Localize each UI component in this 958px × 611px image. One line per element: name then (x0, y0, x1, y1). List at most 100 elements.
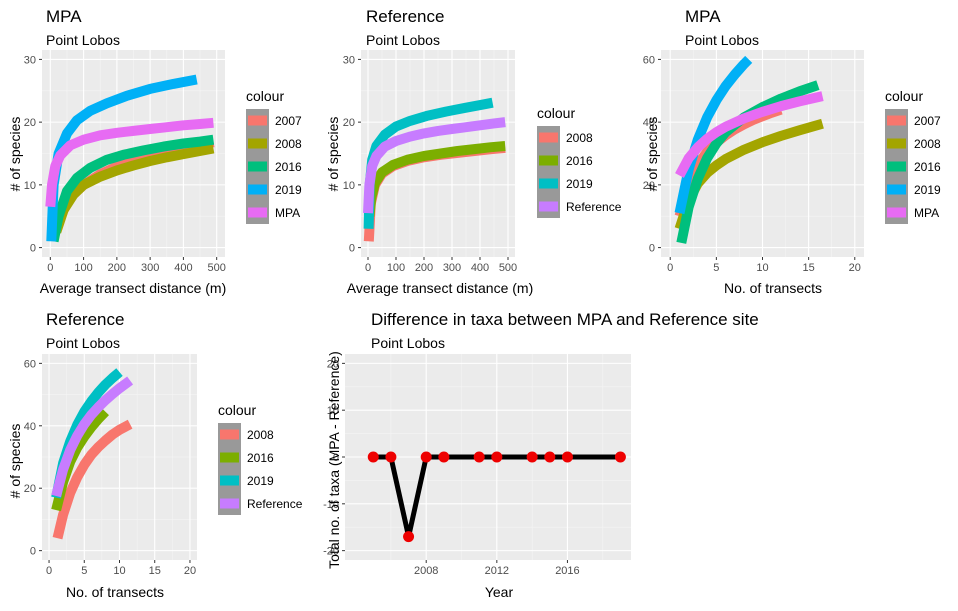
x-tick-label: 2008 (414, 565, 438, 577)
y-tick-label: 20 (343, 117, 355, 129)
legend-label: 2008 (914, 137, 941, 151)
series-line-Reference (363, 117, 506, 214)
legend-label: 2019 (914, 183, 941, 197)
chart-panel-2: 0 100 200 300 400 500 0 10 20 30 Reference Point Lo… (325, 7, 622, 296)
x-tick-label: 5 (713, 262, 719, 274)
legend-label: 2019 (566, 177, 593, 191)
chart-panel-5: 2008 2012 2016 -20 -10 0 10 20 Difference in tax… (323, 310, 759, 600)
series-group (674, 55, 824, 244)
x-axis-title: Year (485, 584, 514, 600)
legend-label: 2016 (914, 160, 941, 174)
chart-subtitle: Point Lobos (371, 335, 445, 351)
chart-subtitle: Point Lobos (685, 32, 759, 48)
legend-title: colour (246, 88, 284, 104)
legend-label: MPA (914, 206, 939, 220)
legend-title: colour (885, 88, 923, 104)
series-line-Reference (51, 376, 134, 498)
x-tick-label: 15 (149, 565, 161, 577)
x-tick-label: 10 (756, 262, 768, 274)
y-axis-title: # of species (7, 424, 23, 499)
legend-label: 2019 (275, 183, 302, 197)
series-line-2008 (51, 143, 215, 234)
y-tick-label: 40 (643, 117, 655, 129)
chart-subtitle: Point Lobos (46, 335, 120, 351)
x-tick-label: 0 (667, 262, 673, 274)
chart-subtitle: Point Lobos (46, 32, 120, 48)
y-tick-label: 10 (327, 405, 339, 417)
x-tick-label: 20 (849, 262, 861, 274)
x-tick-label: 2012 (485, 565, 509, 577)
y-tick-label: 20 (24, 117, 36, 129)
legend-label: 2016 (566, 154, 593, 168)
series-line-2016 (48, 134, 215, 243)
x-tick-label: 0 (47, 262, 53, 274)
x-tick-label: 5 (81, 565, 87, 577)
x-tick-label: 200 (108, 262, 126, 274)
x-tick-label: 300 (443, 262, 461, 274)
y-tick-label: 0 (30, 243, 36, 255)
data-point (438, 451, 450, 463)
x-tick-label: 200 (415, 262, 433, 274)
x-tick-label: 2016 (555, 565, 579, 577)
legend-label: 2016 (247, 451, 274, 465)
legend-title: colour (537, 105, 575, 121)
y-tick-label: 20 (24, 483, 36, 495)
x-tick-label: 400 (174, 262, 192, 274)
y-tick-label: 20 (643, 180, 655, 192)
y-axis-title: Total no. of taxa (MPA - Reference) (326, 351, 342, 569)
legend: colour 2007 2008 2016 2019 MPA (885, 88, 941, 224)
x-tick-label: 20 (184, 565, 196, 577)
x-tick-label: 0 (46, 565, 52, 577)
series-line-MPA (45, 117, 214, 208)
y-tick-label: 20 (327, 358, 339, 370)
legend-label: 2007 (275, 114, 302, 128)
x-tick-label: 500 (208, 262, 226, 274)
data-point (385, 451, 397, 463)
x-tick-label: 100 (74, 262, 92, 274)
y-tick-label: 60 (643, 54, 655, 66)
data-point (544, 451, 556, 463)
legend-label: Reference (247, 497, 303, 511)
chart-subtitle: Point Lobos (366, 32, 440, 48)
legend: colour 2008 2016 2019 Reference (218, 402, 303, 515)
series-group (45, 74, 215, 243)
legend-label: Reference (566, 200, 622, 214)
legend: colour 2008 2016 2019 Reference (537, 105, 622, 218)
legend-label: 2008 (566, 131, 593, 145)
y-tick-label: 10 (24, 180, 36, 192)
chart-title: Difference in taxa between MPA and Refer… (371, 310, 759, 329)
data-point (403, 531, 415, 543)
legend: colour 2007 2008 2016 2019 MPA (246, 88, 302, 224)
data-point (614, 451, 626, 463)
chart-title: MPA (46, 7, 82, 26)
series-group (51, 368, 134, 540)
legend-label: MPA (275, 206, 300, 220)
y-tick-label: 10 (343, 180, 355, 192)
x-tick-label: 300 (141, 262, 159, 274)
y-tick-label: 0 (649, 243, 655, 255)
y-tick-label: 60 (24, 358, 36, 370)
data-point (491, 451, 503, 463)
legend-title: colour (218, 402, 256, 418)
y-axis-title: # of species (325, 117, 341, 192)
series-line-2008 (52, 419, 133, 540)
legend-label: 2016 (275, 160, 302, 174)
x-tick-label: 400 (471, 262, 489, 274)
legend-label: 2008 (275, 137, 302, 151)
chart-panel-1: 0 100 200 300 400 500 0 10 20 30 MPA Point Lobos Ave… (7, 7, 302, 296)
x-axis-title: Average transect distance (m) (347, 280, 534, 296)
y-tick-label: 40 (24, 421, 36, 433)
x-tick-label: 500 (499, 262, 517, 274)
x-axis-title: No. of transects (66, 584, 164, 600)
series-line-MPA (675, 91, 824, 178)
x-tick-label: 10 (113, 565, 125, 577)
chart-title: Reference (366, 7, 444, 26)
chart-title: Reference (46, 310, 124, 329)
chart-title: MPA (685, 7, 721, 26)
y-tick-label: 30 (343, 54, 355, 66)
y-tick-label: -10 (323, 499, 339, 511)
legend-label: 2019 (247, 474, 274, 488)
data-point (367, 451, 379, 463)
y-tick-label: 0 (30, 546, 36, 558)
